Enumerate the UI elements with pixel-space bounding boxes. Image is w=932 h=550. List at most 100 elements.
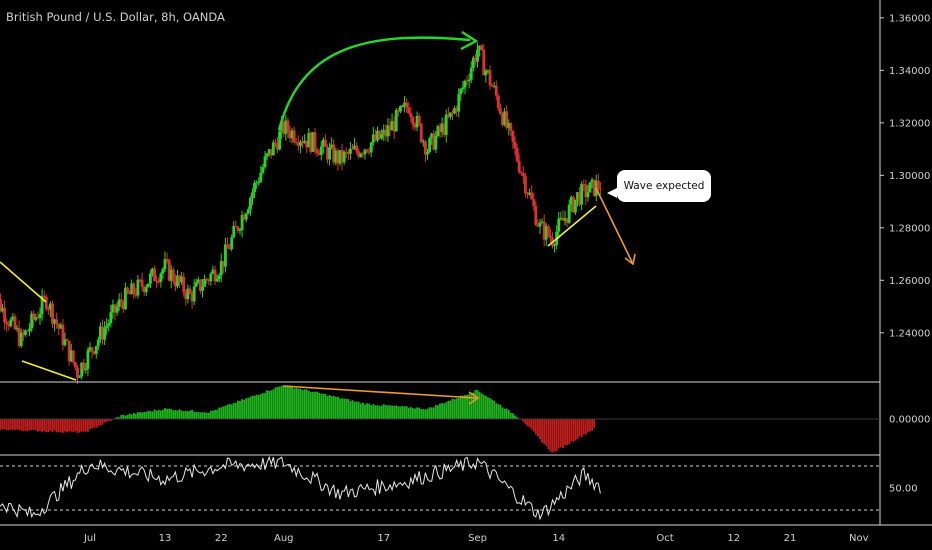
- candle: [376, 126, 379, 143]
- histogram-bar: [516, 417, 518, 419]
- candle: [255, 180, 259, 190]
- candle: [469, 61, 473, 83]
- candle: [526, 192, 529, 199]
- histogram-bar: [76, 419, 79, 434]
- histogram-bar: [74, 419, 77, 432]
- histogram-bar: [45, 419, 48, 432]
- candle: [574, 199, 577, 215]
- candle: [271, 139, 275, 156]
- candle: [199, 279, 202, 294]
- candle: [190, 290, 194, 309]
- histogram-bar: [207, 412, 210, 419]
- candle: [78, 375, 81, 378]
- candle: [138, 278, 142, 283]
- histogram-bar: [203, 412, 206, 419]
- candle: [276, 137, 279, 153]
- histogram-bar: [141, 412, 143, 419]
- histogram-bar: [291, 386, 293, 419]
- histogram-bar: [178, 409, 181, 419]
- histogram-bar: [82, 419, 85, 432]
- histogram-bar: [212, 410, 214, 419]
- candle: [236, 225, 240, 234]
- histogram-bar: [93, 419, 96, 428]
- histogram-bar: [64, 419, 66, 432]
- histogram-bar: [14, 419, 16, 430]
- histogram-bar: [549, 419, 552, 452]
- histogram-bar: [547, 419, 550, 450]
- candle: [446, 107, 450, 119]
- histogram-bar: [220, 407, 223, 419]
- histogram-bar: [118, 417, 121, 419]
- candle: [203, 274, 206, 288]
- candle: [294, 137, 298, 145]
- candle: [442, 117, 446, 137]
- candle: [326, 144, 329, 164]
- candle: [167, 258, 171, 282]
- candle: [536, 219, 540, 228]
- histogram-bar: [228, 403, 231, 419]
- candle: [161, 267, 165, 279]
- candle: [169, 265, 173, 289]
- histogram-bar: [355, 401, 358, 419]
- candle: [484, 68, 488, 83]
- candle: [369, 141, 373, 158]
- histogram-bar: [470, 393, 473, 419]
- histogram-bar: [532, 419, 535, 432]
- histogram-bar: [328, 394, 331, 419]
- candle: [580, 181, 584, 211]
- divergence-arrowhead: [468, 391, 480, 405]
- histogram-bar: [489, 398, 491, 419]
- oscillator-line: [0, 455, 601, 521]
- histogram-bar: [164, 408, 166, 419]
- histogram-bar: [326, 396, 329, 419]
- histogram-bar: [505, 408, 508, 419]
- candle: [196, 276, 200, 285]
- histogram-bar: [503, 408, 506, 419]
- histogram-bar: [107, 419, 110, 422]
- histogram-bar: [578, 419, 581, 437]
- histogram-bar: [153, 409, 156, 419]
- candle: [344, 147, 348, 159]
- x-tick-label: Aug: [274, 533, 294, 544]
- candle: [13, 313, 17, 331]
- candle: [365, 148, 369, 154]
- histogram-bar: [159, 410, 162, 419]
- candle: [313, 127, 317, 155]
- histogram-bar: [68, 419, 71, 432]
- candle: [415, 111, 419, 132]
- histogram-bar: [230, 404, 233, 419]
- histogram-bar: [116, 417, 118, 419]
- candle: [84, 362, 88, 374]
- candle: [232, 221, 236, 239]
- histogram-bar: [12, 419, 14, 430]
- candle: [436, 124, 440, 138]
- histogram-bar: [282, 385, 285, 419]
- candle: [155, 275, 159, 289]
- candle: [480, 44, 484, 51]
- candle: [32, 310, 36, 327]
- candle: [286, 117, 290, 139]
- candle: [311, 132, 315, 153]
- histogram-bar: [395, 405, 398, 419]
- histogram-bar: [299, 388, 302, 419]
- histogram-bar: [32, 419, 35, 430]
- histogram-bar: [287, 385, 289, 419]
- candle: [61, 319, 65, 351]
- candle: [65, 338, 69, 341]
- candle: [211, 265, 215, 275]
- osc-tick-label: 50.00: [889, 484, 918, 495]
- histogram-bar: [524, 419, 527, 425]
- histogram-bar: [314, 391, 316, 419]
- arc-arrowhead: [460, 30, 479, 51]
- candle: [30, 311, 34, 332]
- histogram-bar: [570, 419, 573, 442]
- histogram-bar: [426, 408, 429, 419]
- candle: [424, 139, 427, 162]
- histogram-bar: [418, 407, 421, 419]
- candle: [24, 329, 27, 337]
- histogram-bar: [343, 398, 346, 419]
- candle: [265, 152, 269, 160]
- candle: [586, 184, 590, 202]
- histogram-bar: [24, 419, 27, 431]
- histogram-bar: [132, 412, 135, 419]
